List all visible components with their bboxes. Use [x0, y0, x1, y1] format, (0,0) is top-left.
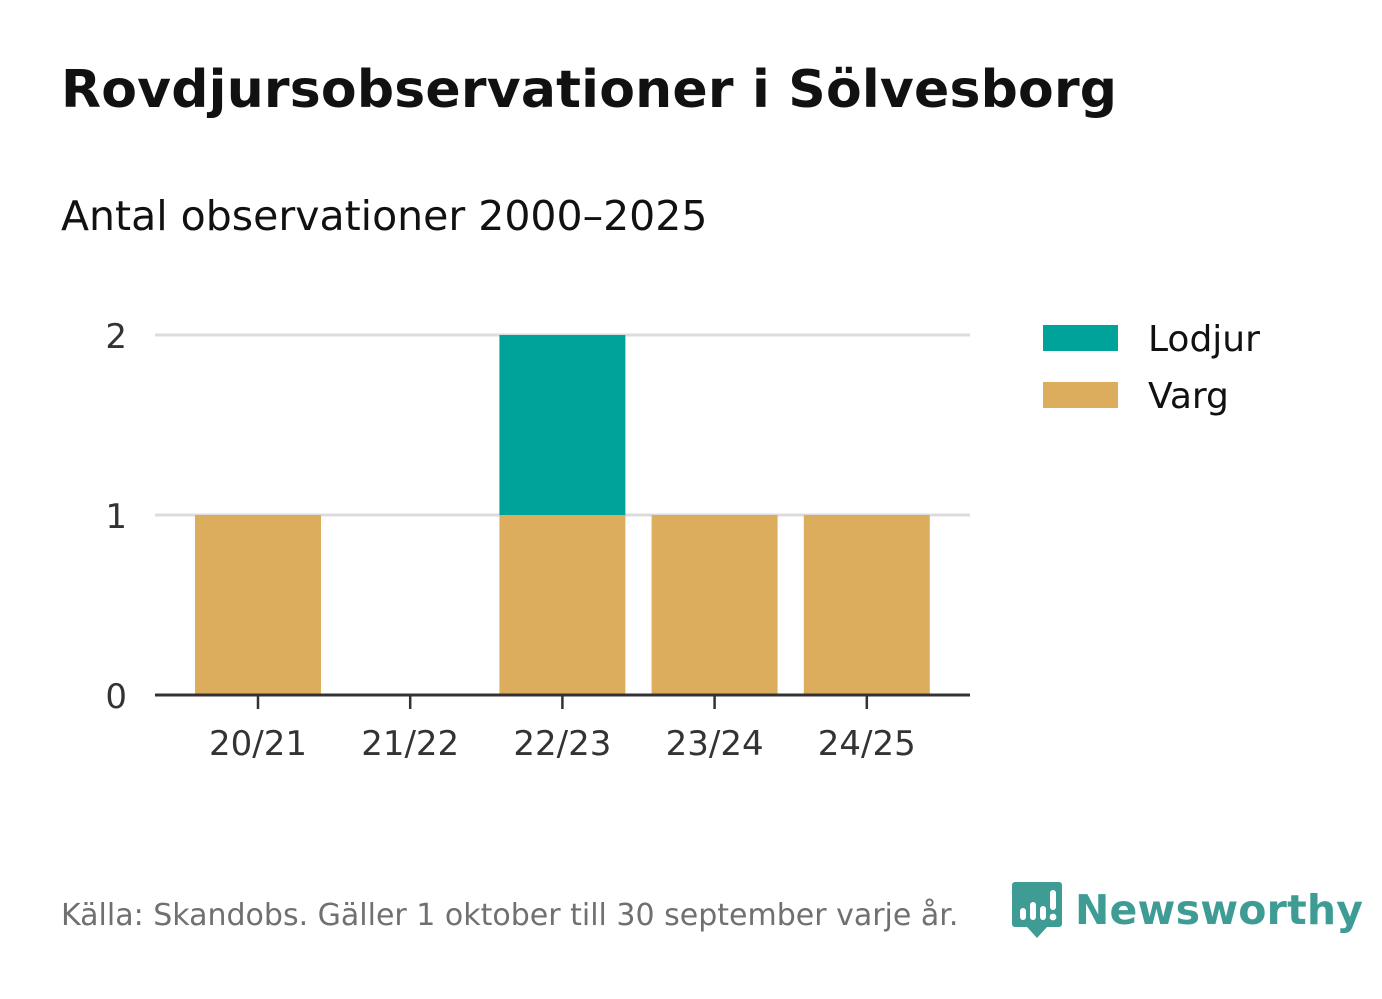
bars: [195, 335, 930, 695]
y-tick-label: 1: [105, 497, 127, 537]
chart-title: Rovdjursobservationer i Sölvesborg: [61, 60, 1118, 120]
chart-subtitle: Antal observationer 2000–2025: [61, 192, 708, 240]
legend-swatch-varg: [1043, 382, 1118, 408]
source-note: Källa: Skandobs. Gäller 1 oktober till 3…: [61, 898, 959, 933]
x-tick-label: 21/22: [361, 724, 459, 764]
bar-varg-23-24: [651, 515, 778, 695]
legend-swatch-lodjur: [1043, 325, 1118, 351]
newsworthy-logo-icon: [1012, 882, 1062, 938]
newsworthy-logo-text: Newsworthy: [1075, 886, 1364, 934]
x-tick-label: 22/23: [513, 724, 611, 764]
x-tick-label: 20/21: [209, 724, 307, 764]
newsworthy-logo: Newsworthy: [1011, 880, 1363, 940]
axes: 0 1 2 20/21 21/22 22/23 23/24 24/25: [105, 317, 970, 764]
x-tick-label: 24/25: [818, 724, 916, 764]
bar-lodjur-22-23: [499, 335, 626, 515]
y-tick-label: 2: [105, 317, 127, 357]
y-tick-label: 0: [105, 677, 127, 717]
legend-label-lodjur: Lodjur: [1148, 319, 1260, 360]
bar-varg-24-25: [803, 515, 930, 695]
bar-varg-22-23: [499, 515, 626, 695]
legend-label-varg: Varg: [1148, 376, 1229, 417]
legend: Lodjur Varg: [1043, 319, 1260, 417]
x-tick-label: 23/24: [666, 724, 764, 764]
bar-varg-20-21: [195, 515, 321, 695]
